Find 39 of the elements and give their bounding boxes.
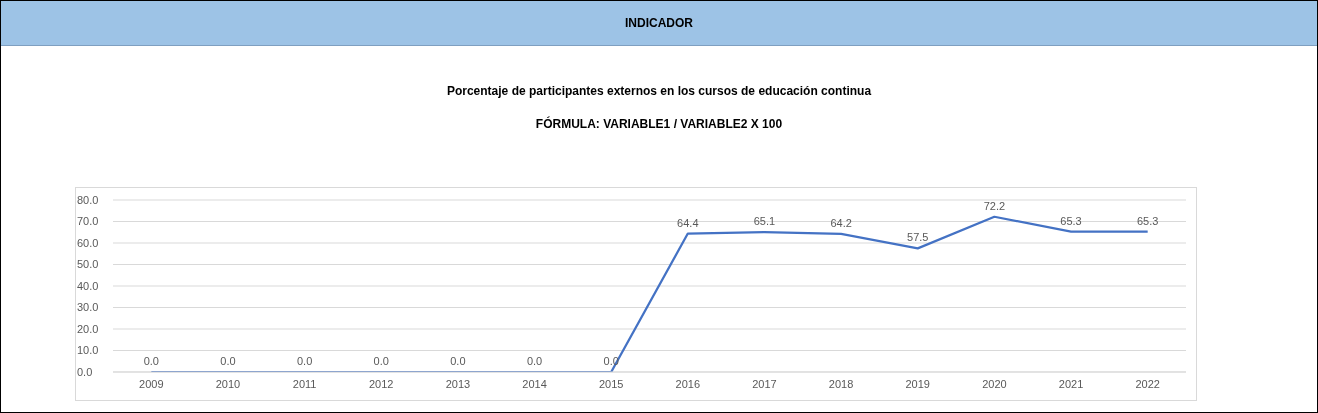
x-tick-label: 2016 xyxy=(675,377,701,390)
y-tick-label: 20.0 xyxy=(77,322,99,335)
x-tick-label: 2014 xyxy=(522,377,547,390)
data-label: 65.1 xyxy=(753,215,776,228)
chart-title: INDICADOR xyxy=(1,1,1317,46)
x-tick-label: 2013 xyxy=(445,377,471,390)
chart-subtitle: Porcentaje de participantes externos en los cursos de educación continua xyxy=(445,84,873,98)
x-tick-label: 2022 xyxy=(1135,377,1160,390)
y-tick-label: 10.0 xyxy=(77,344,99,357)
y-tick-label: 80.0 xyxy=(77,193,99,206)
x-tick-label: 2018 xyxy=(828,377,854,390)
data-label: 64.2 xyxy=(830,216,852,229)
data-label: 0.0 xyxy=(450,355,466,367)
y-tick-label: 50.0 xyxy=(77,258,99,271)
x-tick-label: 2012 xyxy=(369,377,394,390)
x-tick-label: 2009 xyxy=(139,377,164,390)
data-label: 72.2 xyxy=(983,199,1006,212)
x-tick-label: 2011 xyxy=(292,377,317,390)
data-label: 65.3 xyxy=(1136,214,1159,227)
y-tick-label: 70.0 xyxy=(77,215,99,228)
data-label: 0.0 xyxy=(143,355,159,367)
data-label: 0.0 xyxy=(526,355,543,367)
data-label: 0.0 xyxy=(220,355,236,367)
y-tick-label: 30.0 xyxy=(77,301,99,314)
x-tick-label: 2020 xyxy=(982,377,1007,390)
x-tick-label: 2010 xyxy=(215,377,241,390)
y-tick-label: 40.0 xyxy=(77,279,99,292)
y-tick-label: 0.0 xyxy=(77,365,93,378)
data-label: 65.3 xyxy=(1060,214,1082,227)
x-tick-label: 2019 xyxy=(905,377,930,390)
data-label: 0.0 xyxy=(373,355,389,367)
data-label: 64.4 xyxy=(677,216,699,229)
x-tick-label: 2017 xyxy=(752,377,777,390)
x-tick-label: 2015 xyxy=(598,377,624,390)
y-tick-label: 60.0 xyxy=(77,236,99,249)
x-tick-label: 2021 xyxy=(1058,377,1084,390)
text: FÓRMULA: VARIABLE1 / VARIABLE2 X 100 xyxy=(534,117,784,131)
data-label: 0.0 xyxy=(296,355,313,367)
data-label: 57.5 xyxy=(907,231,929,244)
